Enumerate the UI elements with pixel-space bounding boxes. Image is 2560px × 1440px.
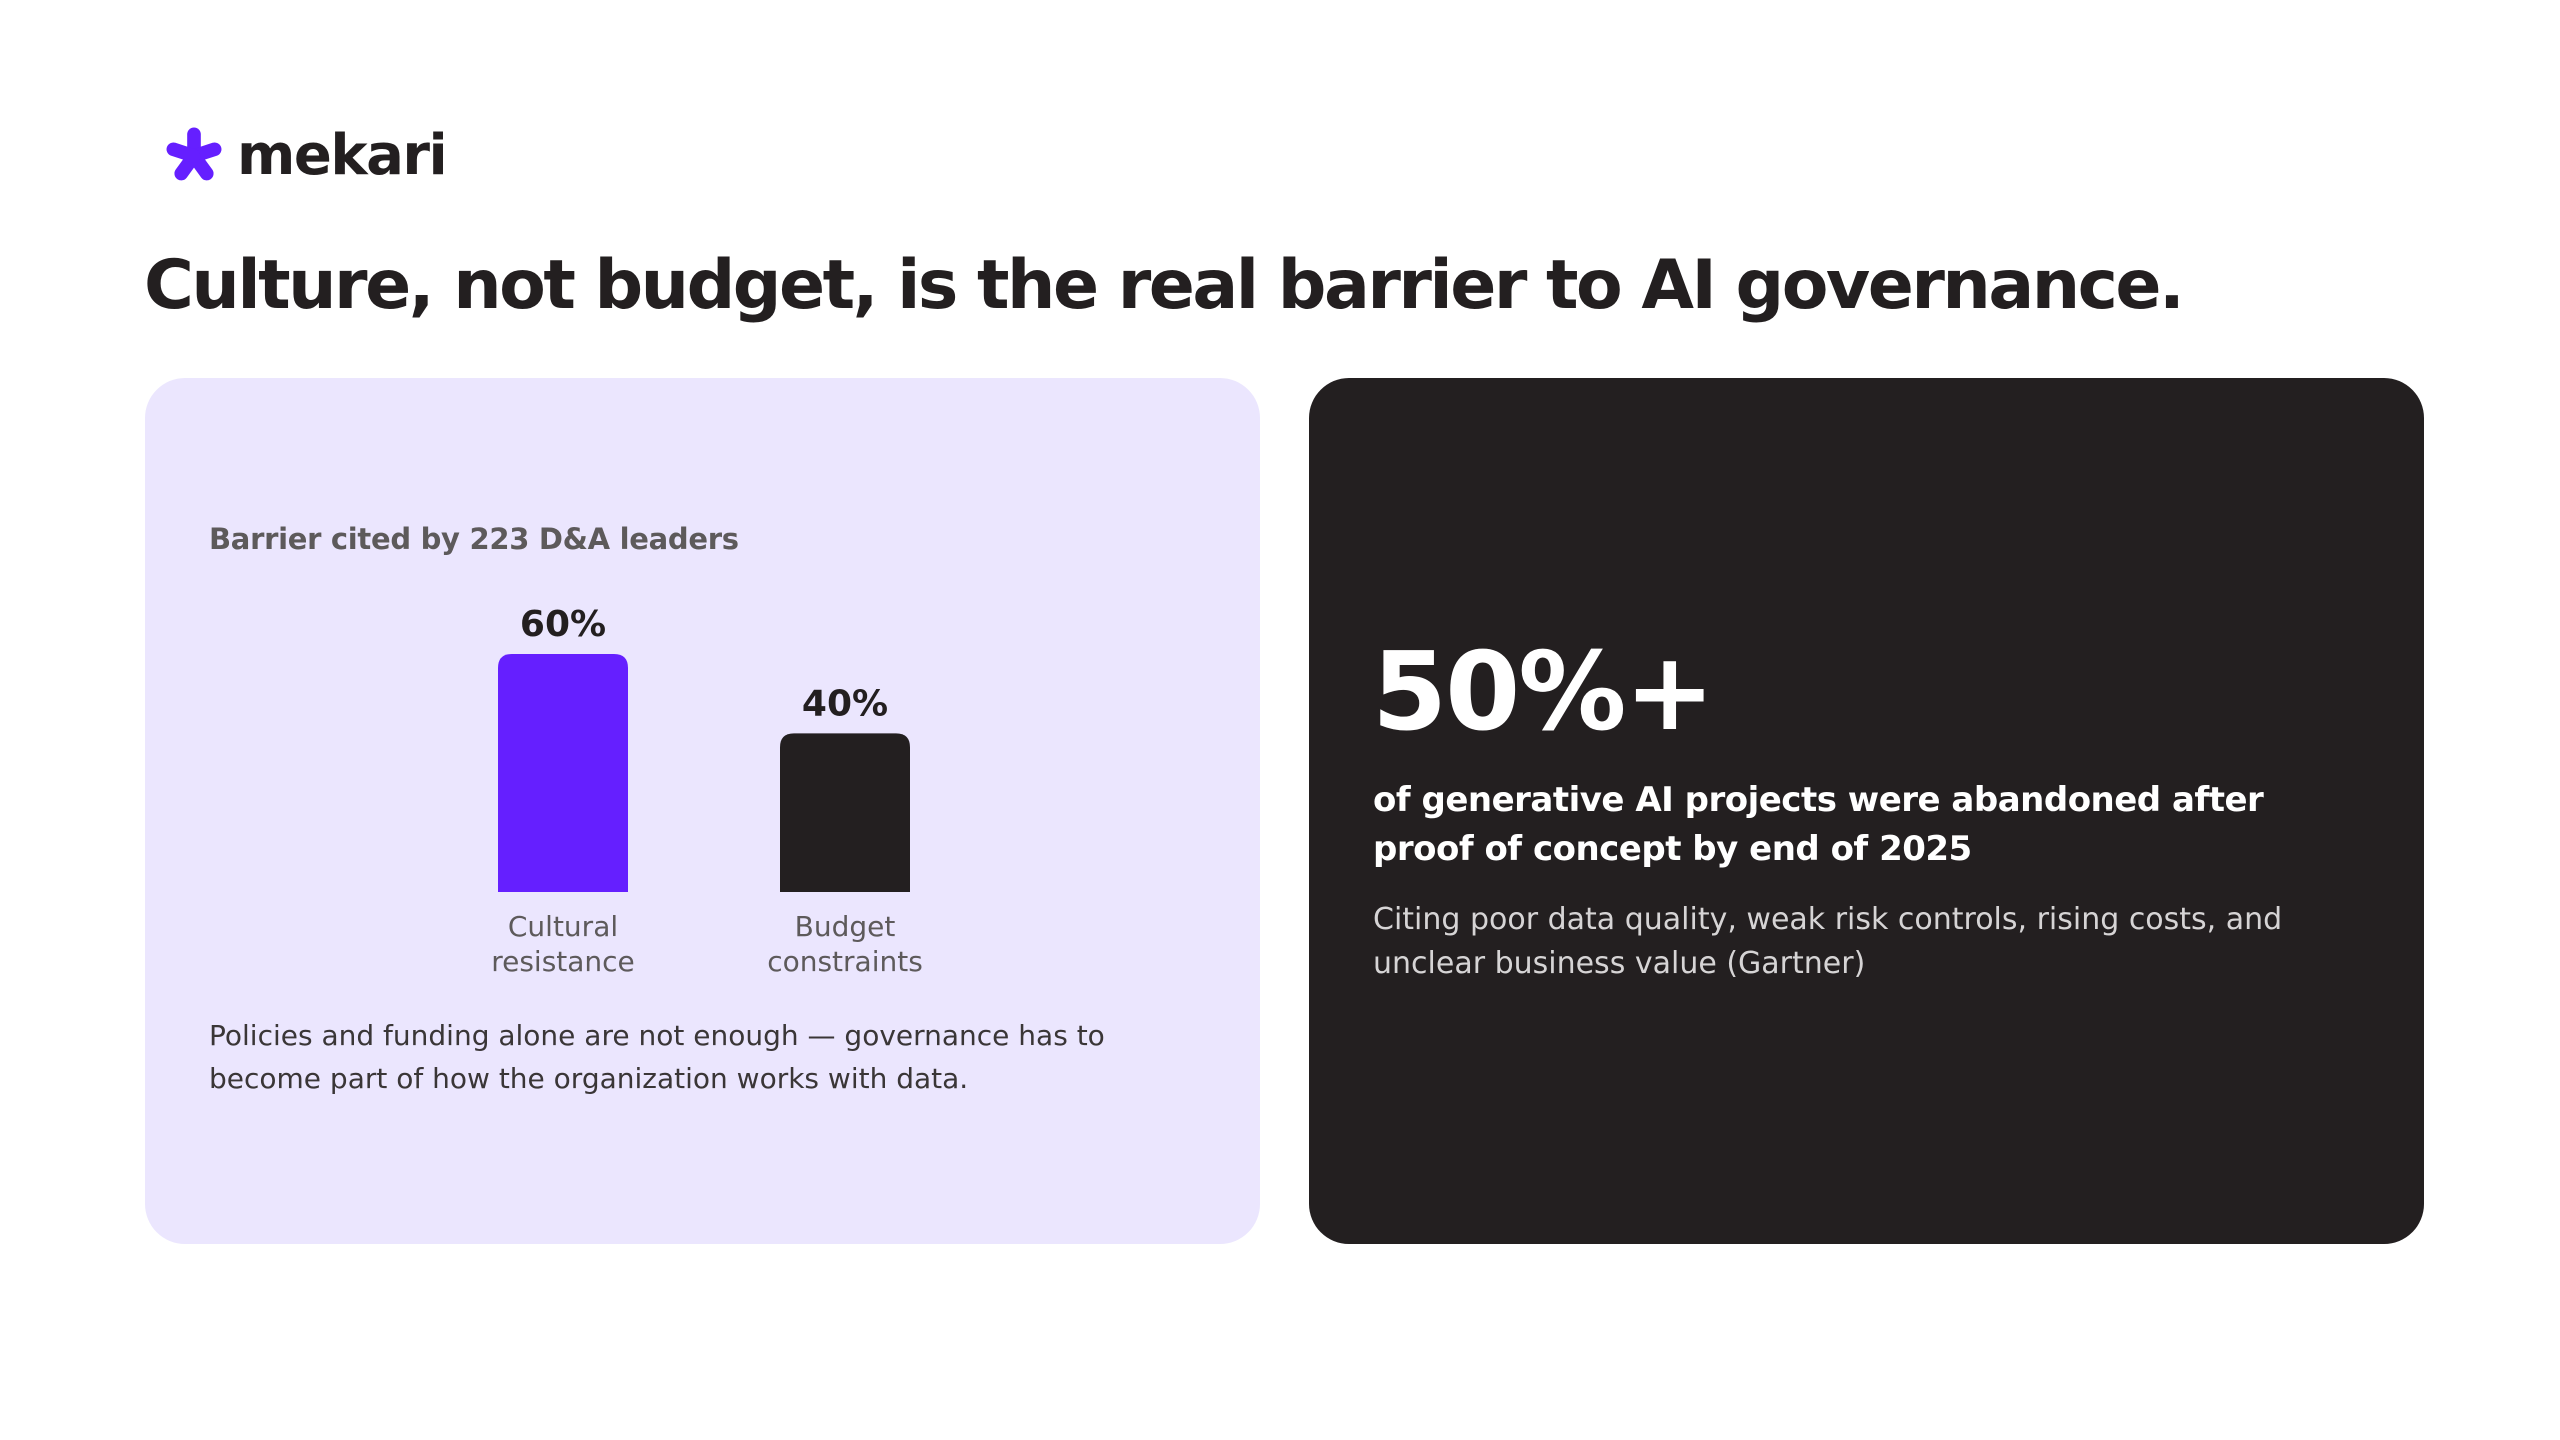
category-label-1-0: Budget [795, 910, 896, 943]
big-stat-value: 50%+ [1372, 630, 1715, 755]
category-label-1-1: constraints [767, 945, 923, 978]
bar-0 [498, 654, 628, 892]
bar-1 [780, 733, 910, 892]
barrier-chart-card: Barrier cited by 223 D&A leaders 60% Cult… [145, 378, 1260, 1244]
page-title: Culture, not budget, is the real barrier… [144, 246, 2185, 325]
brand-name: mekari [237, 123, 448, 188]
stat-description: of generative AI projects were abandoned… [1373, 780, 2264, 869]
bar-value-label-1: 40% [802, 683, 888, 724]
stat-source-note: Citing poor data quality, weak risk cont… [1373, 902, 2283, 981]
abandonment-stat-card: 50%+ of generative AI projects were aban… [1309, 378, 2424, 1244]
chart-footnote: Policies and funding alone are not enoug… [209, 1019, 1105, 1095]
bar-value-label-0: 60% [520, 604, 606, 645]
category-label-0-1: resistance [491, 945, 635, 978]
mekari-logo: mekari [163, 123, 448, 188]
chart-title: Barrier cited by 223 D&A leaders [209, 522, 739, 556]
category-label-0-0: Cultural [508, 910, 618, 943]
mekari-asterisk-icon [166, 127, 222, 181]
